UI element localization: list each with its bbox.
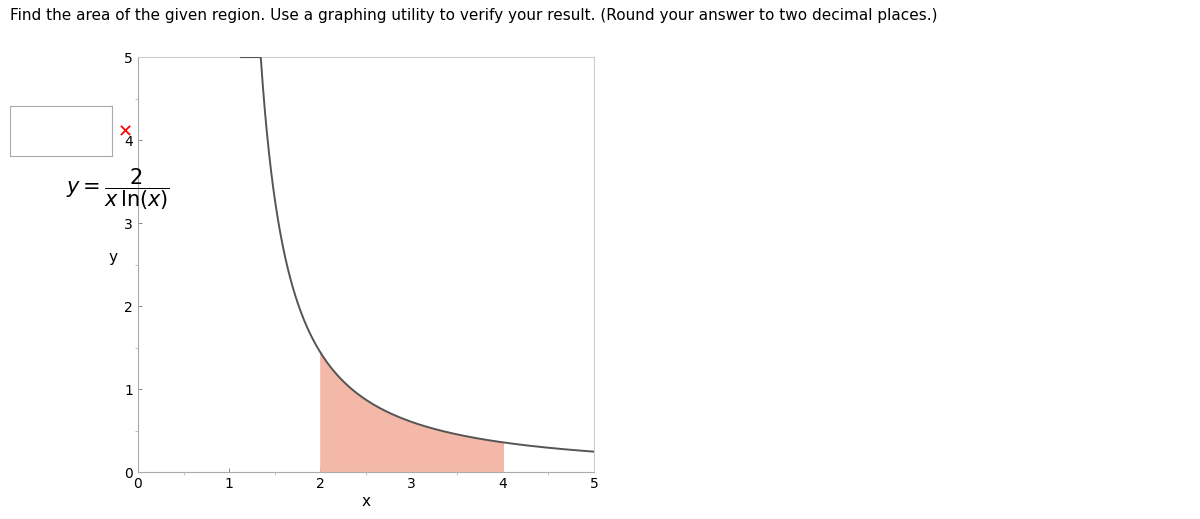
Text: $y = \dfrac{2}{x\,\ln(x)}$: $y = \dfrac{2}{x\,\ln(x)}$ (66, 166, 170, 212)
Text: ✕: ✕ (118, 124, 133, 141)
X-axis label: x: x (361, 494, 371, 509)
Text: Maple Generated Plot: Maple Generated Plot (23, 67, 158, 80)
Y-axis label: y: y (109, 250, 118, 265)
Text: Find the area of the given region. Use a graphing utility to verify your result.: Find the area of the given region. Use a… (10, 8, 937, 23)
